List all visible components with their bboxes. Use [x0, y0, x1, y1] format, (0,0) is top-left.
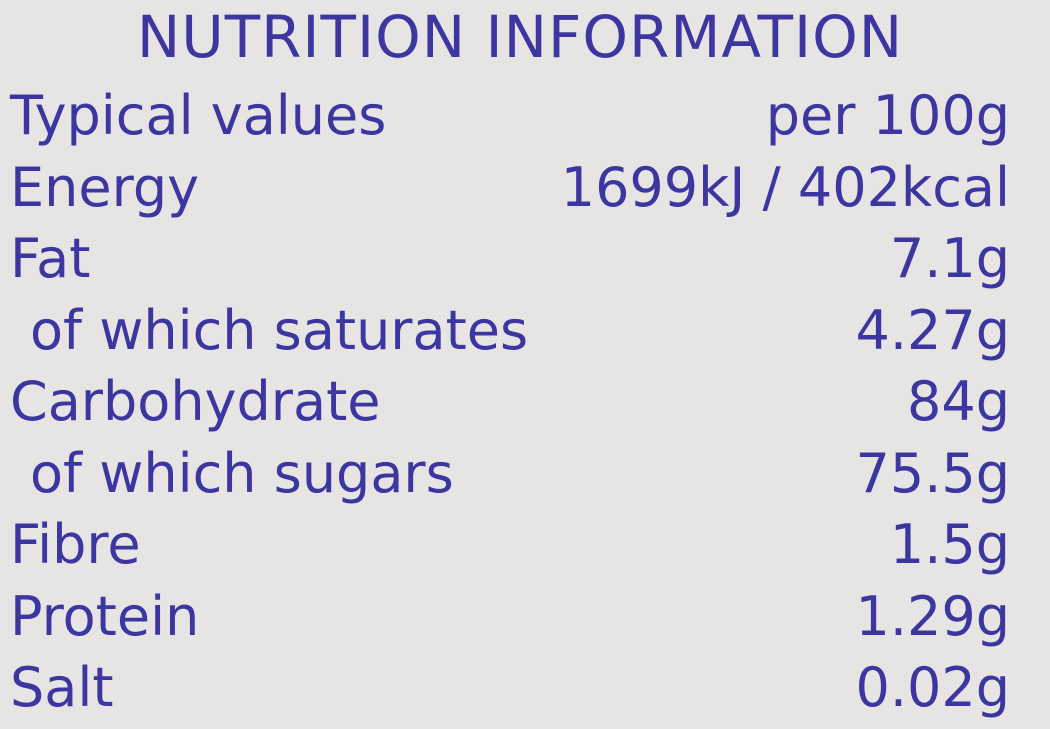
nutrient-value: 75.5g [855, 441, 1010, 505]
nutrient-value: 7.1g [889, 227, 1010, 290]
nutrient-label: Salt [10, 656, 114, 719]
table-row: Salt 0.02g [10, 652, 1010, 724]
nutrient-value: 4.27g [855, 298, 1010, 362]
typical-values-label: Typical values [10, 84, 387, 147]
nutrient-label: Fat [10, 227, 91, 290]
table-row: of which sugars 75.5g [10, 438, 1010, 510]
nutrient-value: 1.29g [855, 584, 1010, 648]
table-row: Fat 7.1g [10, 223, 1010, 295]
nutrient-label: Fibre [10, 513, 141, 576]
table-row: Protein 1.29g [10, 581, 1010, 653]
nutrient-label: of which sugars [30, 441, 454, 505]
nutrient-label: Energy [10, 155, 200, 219]
table-row: Energy 1699kJ / 402kcal [10, 152, 1010, 224]
nutrient-label: Carbohydrate [10, 370, 381, 433]
nutrient-label: of which saturates [30, 298, 529, 362]
table-row: Carbohydrate 84g [10, 366, 1010, 438]
nutrient-value: 1699kJ / 402kcal [560, 155, 1010, 219]
table-row: Fibre 1.5g [10, 509, 1010, 581]
nutrient-value: 84g [907, 370, 1010, 433]
nutrition-title: NUTRITION INFORMATION [136, 3, 904, 71]
per-100g-label: per 100g [765, 84, 1010, 147]
nutrient-value: 1.5g [889, 513, 1010, 576]
nutrient-label: Protein [10, 584, 200, 648]
table-header-row: Typical values per 100g [10, 80, 1010, 152]
table-row: of which saturates 4.27g [10, 295, 1010, 367]
nutrition-table: Typical values per 100g Energy 1699kJ / 4… [10, 80, 1010, 724]
nutrient-value: 0.02g [855, 656, 1010, 719]
